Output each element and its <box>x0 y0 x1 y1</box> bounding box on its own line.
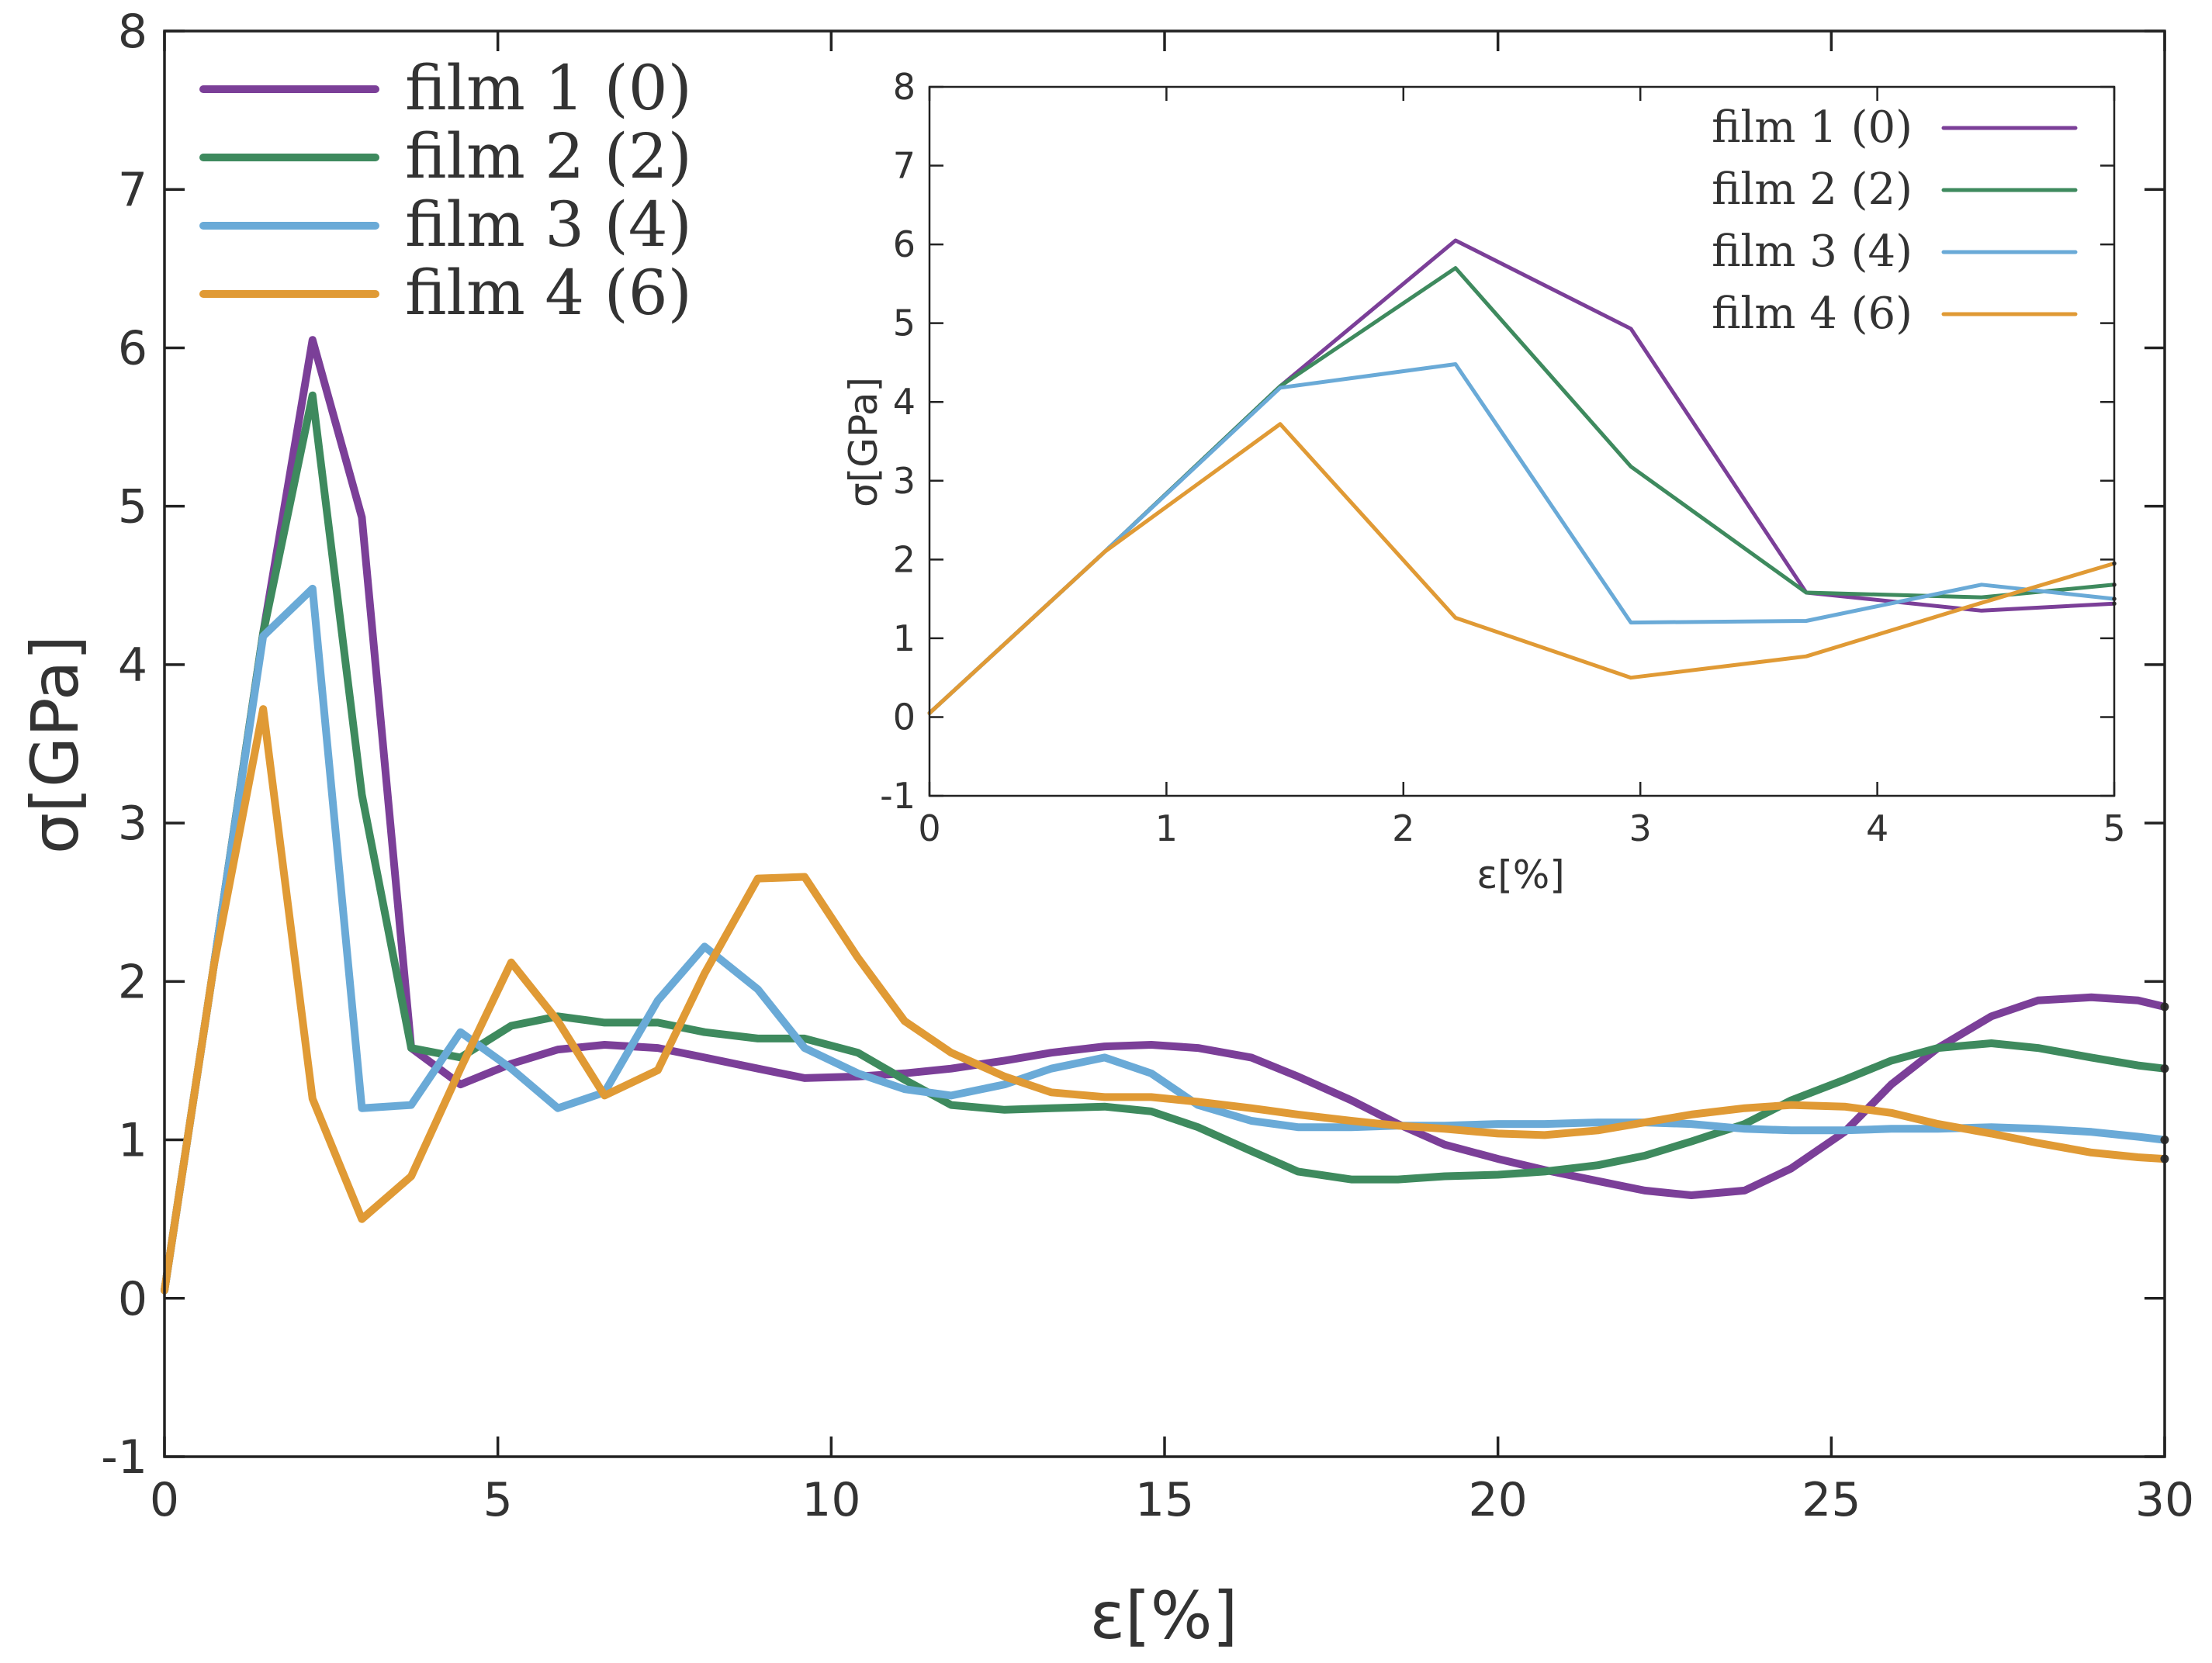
inset-y-tick-label: 4 <box>893 381 916 423</box>
inset-y-tick-label: 8 <box>893 66 916 108</box>
inset-legend-label-1: film 1 (0) <box>1712 102 1913 153</box>
inset-y-tick-label: 0 <box>893 696 916 738</box>
main-y-tick-label: 4 <box>118 638 147 693</box>
main-frame <box>163 29 2166 1458</box>
main-series-group <box>161 336 2169 1295</box>
main-y-tick-label: 5 <box>118 480 147 534</box>
main-x-tick-label: 10 <box>801 1473 860 1527</box>
main-y-tick-label: 7 <box>118 163 147 217</box>
main-x-tick-label: 30 <box>2135 1473 2194 1527</box>
main-y-tick-label: 0 <box>118 1272 147 1326</box>
inset-y-tick-label: 7 <box>893 145 916 187</box>
main-y-tick-label: 1 <box>118 1114 147 1168</box>
main-x-tick-label: 25 <box>1802 1473 1861 1527</box>
main-y-tick-label: 6 <box>118 321 147 375</box>
inset-y-tick-label: 3 <box>893 460 916 502</box>
main-x-tick-label: 0 <box>150 1473 179 1527</box>
inset-x-axis-label: ε[%] <box>1476 852 1565 897</box>
inset-legend: film 1 (0) film 2 (2) film 3 (4) film 4 (6) <box>1712 102 2078 339</box>
main-y-tick-label: 2 <box>118 955 147 1009</box>
main-y-axis-label: σ[GPa] <box>17 635 93 854</box>
main-y-tick-label: 8 <box>118 5 147 59</box>
main-series-line-3 <box>161 584 2169 1295</box>
inset-y-tick-label: 2 <box>893 538 916 580</box>
inset-y-tick-label: 5 <box>893 303 916 344</box>
inset-plot-area <box>929 87 2114 796</box>
main-series-line-4 <box>161 705 2169 1295</box>
inset-legend-label-4: film 4 (6) <box>1712 289 1913 339</box>
inset-x-tick-label: 1 <box>1155 807 1178 849</box>
inset-y-tick-label: 1 <box>893 617 916 659</box>
inset-legend-label-3: film 3 (4) <box>1712 226 1913 277</box>
inset-x-tick-label: 0 <box>918 807 940 849</box>
main-series-line-2 <box>161 391 2169 1295</box>
inset-x-tick-label: 3 <box>1629 807 1652 849</box>
main-x-tick-label: 15 <box>1135 1473 1194 1527</box>
inset-series-line-3 <box>927 362 2117 715</box>
main-legend: film 1 (0)film 2 (2)film 3 (4)film 4 (6) <box>199 52 692 329</box>
main-y-tick-label: 3 <box>118 797 147 851</box>
main-y-tick-label: -1 <box>101 1430 147 1485</box>
main-x-tick-label: 20 <box>1468 1473 1527 1527</box>
inset-x-tick-label: 4 <box>1866 807 1888 849</box>
main-x-tick-label: 5 <box>483 1473 513 1527</box>
main-legend-label-2: film 2 (2) <box>405 120 692 192</box>
inset-frame <box>928 85 2116 797</box>
inset-legend-label-2: film 2 (2) <box>1712 164 1913 215</box>
inset-x-tick-label: 5 <box>2103 807 2125 849</box>
main-legend-label-4: film 4 (6) <box>405 257 692 329</box>
inset-series-line-4 <box>927 422 2117 715</box>
inset-series-group <box>927 238 2117 715</box>
inset-x-tick-label: 2 <box>1392 807 1414 849</box>
main-legend-label-3: film 3 (4) <box>405 188 692 261</box>
inset-y-tick-label: -1 <box>880 775 916 817</box>
inset-y-tick-label: 6 <box>893 223 916 265</box>
inset-y-axis-label: σ[GPa] <box>841 377 886 507</box>
main-x-axis-label: ε[%] <box>1090 1578 1238 1654</box>
main-legend-label-1: film 1 (0) <box>405 52 692 124</box>
